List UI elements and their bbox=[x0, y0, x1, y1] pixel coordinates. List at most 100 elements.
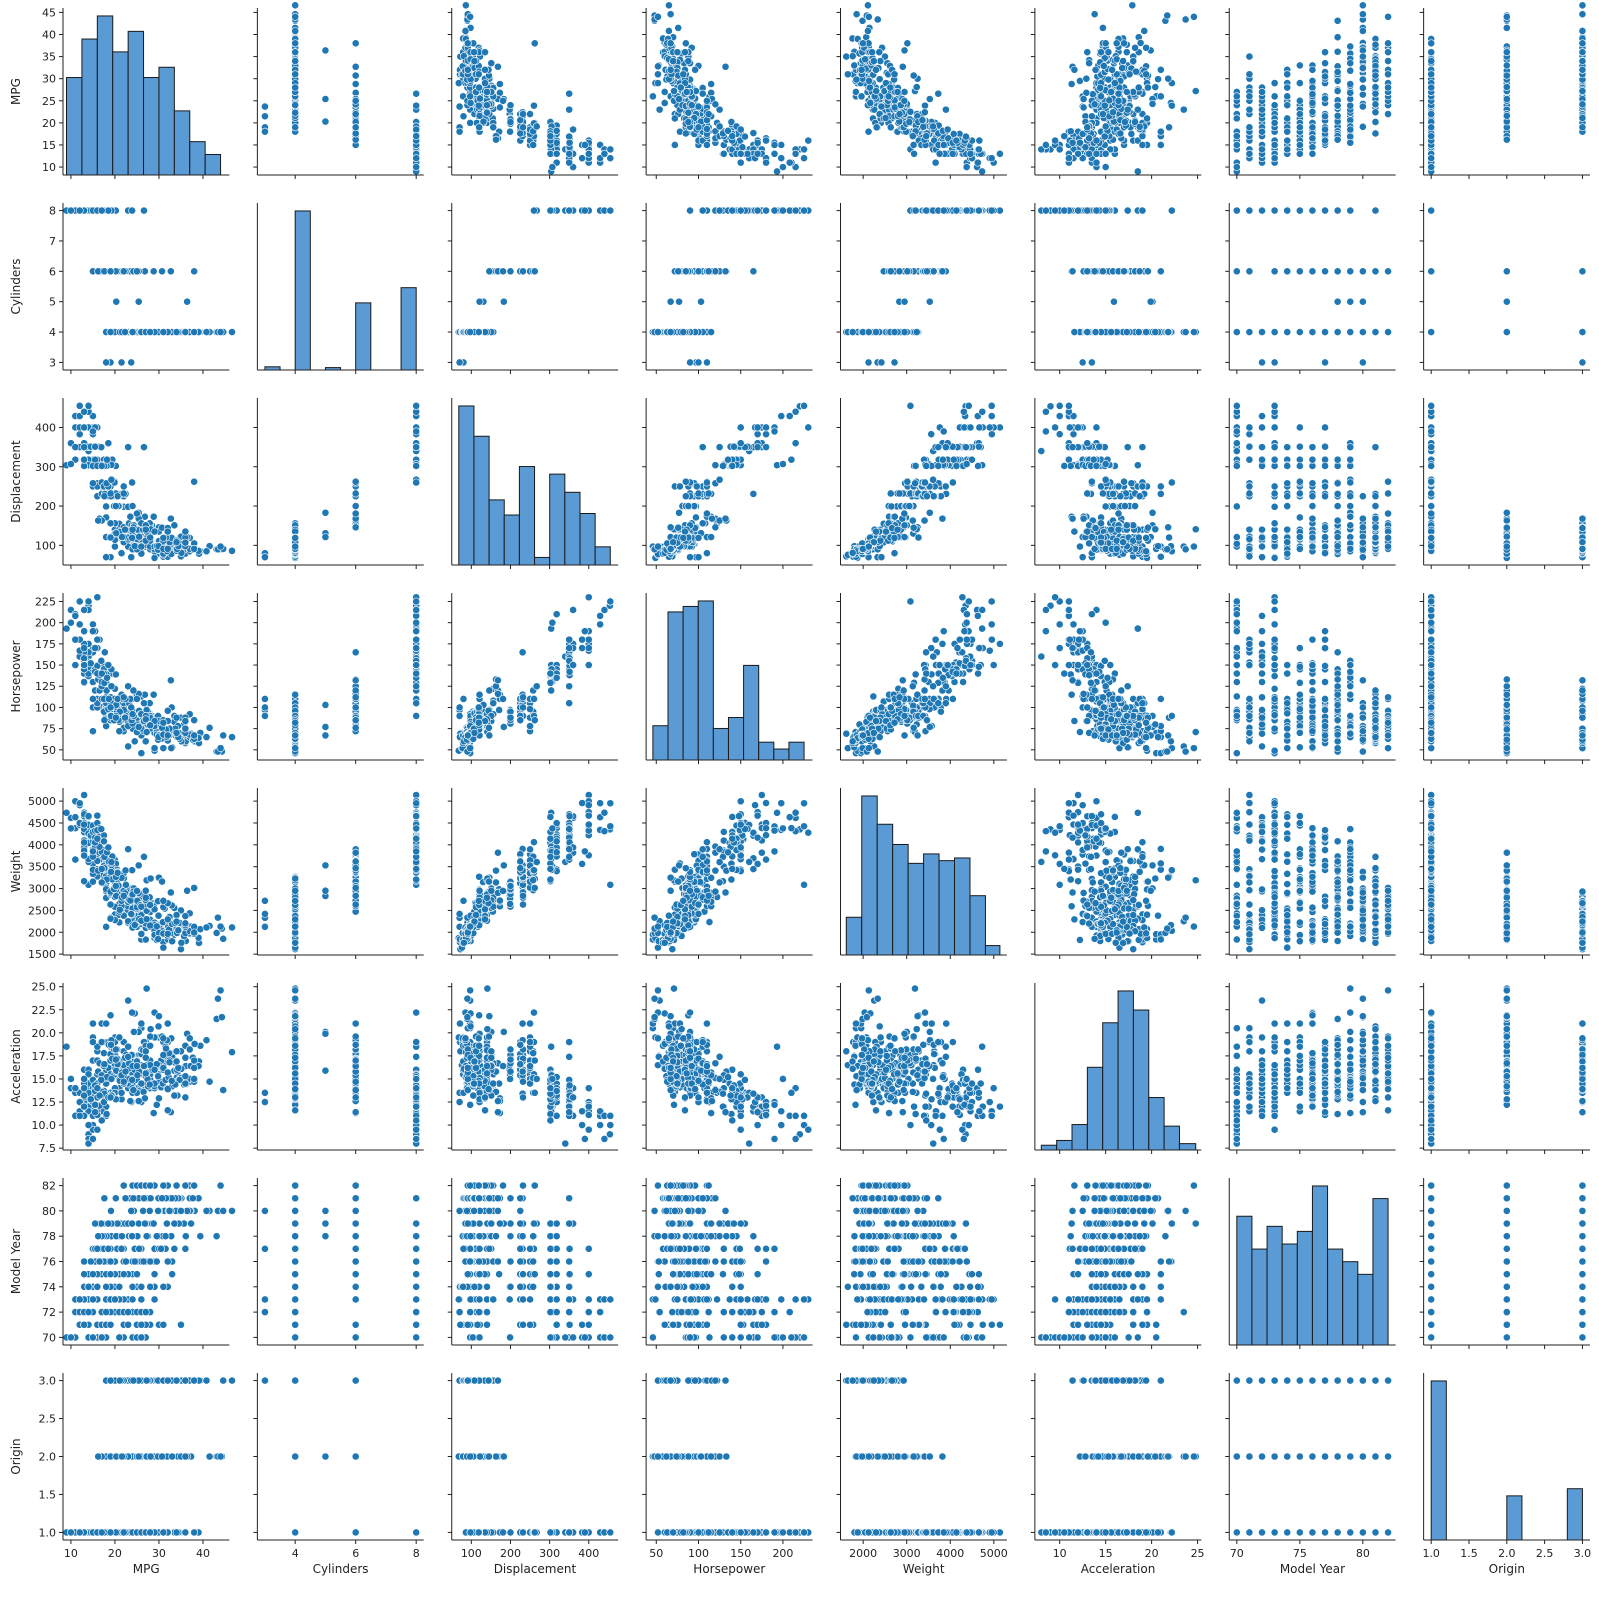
point-mpg-vs-horsepower-381 bbox=[703, 97, 710, 104]
point-mpg-vs-acceleration-380 bbox=[1113, 40, 1120, 47]
point-mpg-vs-acceleration-153 bbox=[1157, 141, 1164, 148]
point-mpg-vs-horsepower-376 bbox=[674, 49, 681, 56]
y-tick-label: 30 bbox=[42, 73, 56, 86]
point-mpg-vs-horsepower-386 bbox=[681, 49, 688, 56]
point-mpg-vs-cylinders-356 bbox=[352, 72, 359, 79]
point-mpg-vs-acceleration-382 bbox=[1120, 40, 1127, 47]
point-mpg-vs-acceleration-290 bbox=[1102, 123, 1109, 130]
point-mpg-vs-weight-379 bbox=[858, 66, 865, 73]
point-mpg-vs-acceleration-328 bbox=[1091, 11, 1098, 18]
point-mpg-vs-acceleration-286 bbox=[1086, 135, 1093, 142]
point-mpg-vs-acceleration-297 bbox=[1124, 106, 1131, 113]
point-mpg-vs-displacement-390 bbox=[481, 66, 488, 73]
point-mpg-vs-cylinders-395 bbox=[413, 163, 420, 170]
point-mpg-vs-acceleration-371 bbox=[1131, 44, 1138, 51]
point-mpg-vs-acceleration-307 bbox=[1086, 60, 1093, 67]
point-mpg-vs-model-year-55 bbox=[1246, 93, 1253, 100]
point-mpg-vs-acceleration-323 bbox=[1141, 27, 1148, 34]
point-mpg-vs-model-year-330 bbox=[1359, 76, 1366, 83]
point-mpg-vs-displacement-377 bbox=[471, 57, 478, 64]
point-mpg-vs-cylinders-377 bbox=[292, 57, 299, 64]
point-mpg-vs-weight-396 bbox=[940, 141, 947, 148]
point-mpg-vs-horsepower-69 bbox=[771, 150, 778, 157]
point-mpg-vs-model-year-359 bbox=[1372, 109, 1379, 116]
point-mpg-vs-acceleration-370 bbox=[1105, 49, 1112, 56]
point-mpg-vs-acceleration-229 bbox=[1069, 139, 1076, 146]
point-mpg-vs-horsepower-379 bbox=[667, 66, 674, 73]
point-mpg-vs-cylinders-332 bbox=[261, 103, 268, 110]
point-mpg-vs-model-year-291 bbox=[1347, 126, 1354, 133]
point-mpg-vs-horsepower-58 bbox=[656, 106, 663, 113]
point-mpg-vs-acceleration-208 bbox=[1165, 124, 1172, 131]
point-mpg-vs-model-year-398 bbox=[1246, 124, 1253, 131]
point-mpg-vs-horsepower-102 bbox=[737, 159, 744, 166]
point-mpg-vs-model-year-211 bbox=[1309, 135, 1316, 142]
cell-mpg-vs-displacement bbox=[448, 2, 618, 179]
point-mpg-vs-horsepower-89 bbox=[778, 155, 785, 162]
point-mpg-vs-model-year-345 bbox=[1372, 41, 1379, 48]
cell-mpg-vs-model-year bbox=[1225, 2, 1395, 179]
point-mpg-vs-cylinders-394 bbox=[413, 155, 420, 162]
point-mpg-vs-weight-288 bbox=[962, 133, 969, 140]
point-mpg-vs-cylinders-386 bbox=[292, 49, 299, 56]
point-mpg-vs-horsepower-382 bbox=[682, 40, 689, 47]
point-mpg-vs-weight-398 bbox=[887, 124, 894, 131]
point-mpg-vs-acceleration-322 bbox=[1097, 84, 1104, 91]
point-mpg-vs-model-year-305 bbox=[1347, 80, 1354, 87]
point-mpg-vs-displacement-332 bbox=[456, 103, 463, 110]
point-mpg-vs-model-year-247 bbox=[1334, 48, 1341, 55]
point-mpg-vs-weight-376 bbox=[868, 49, 875, 56]
point-mpg-vs-model-year-394 bbox=[1271, 155, 1278, 162]
point-mpg-vs-weight-382 bbox=[904, 40, 911, 47]
point-mpg-vs-weight-43 bbox=[996, 150, 1003, 157]
point-mpg-vs-weight-204 bbox=[866, 84, 873, 91]
point-mpg-vs-acceleration-358 bbox=[1091, 101, 1098, 108]
point-mpg-vs-weight-212 bbox=[949, 150, 956, 157]
point-mpg-vs-displacement-291 bbox=[570, 126, 577, 133]
point-mpg-vs-model-year-328 bbox=[1359, 11, 1366, 18]
point-mpg-vs-displacement-305 bbox=[496, 80, 503, 87]
point-mpg-vs-model-year-178 bbox=[1296, 110, 1303, 117]
hist-bar-mpg-0 bbox=[67, 78, 82, 175]
point-mpg-vs-model-year-377 bbox=[1384, 57, 1391, 64]
point-mpg-vs-model-year-276 bbox=[1334, 136, 1341, 143]
cell-mpg-vs-weight bbox=[837, 2, 1007, 179]
point-mpg-vs-horsepower-394 bbox=[800, 155, 807, 162]
point-mpg-vs-model-year-116 bbox=[1271, 80, 1278, 87]
point-mpg-vs-weight-325 bbox=[874, 16, 881, 23]
point-mpg-vs-acceleration-298 bbox=[1192, 87, 1199, 94]
point-mpg-vs-horsepower-296 bbox=[675, 95, 682, 102]
point-mpg-vs-displacement-379 bbox=[464, 66, 471, 73]
point-mpg-vs-displacement-242 bbox=[460, 113, 467, 120]
point-mpg-vs-weight-283 bbox=[919, 117, 926, 124]
point-mpg-vs-cylinders-291 bbox=[413, 126, 420, 133]
point-mpg-vs-acceleration-355 bbox=[1152, 83, 1159, 90]
point-mpg-vs-horsepower-115 bbox=[805, 137, 812, 144]
point-mpg-vs-cylinders-369 bbox=[292, 102, 299, 109]
point-mpg-vs-acceleration-361 bbox=[1121, 118, 1128, 125]
point-mpg-vs-model-year-321 bbox=[1359, 2, 1366, 9]
point-mpg-vs-cylinders-360 bbox=[413, 90, 420, 97]
point-mpg-vs-model-year-83 bbox=[1258, 88, 1265, 95]
hist-bar-mpg-5 bbox=[144, 78, 159, 175]
point-mpg-vs-horsepower-396 bbox=[771, 141, 778, 148]
point-mpg-vs-displacement-161 bbox=[530, 141, 537, 148]
point-mpg-vs-model-year-358 bbox=[1372, 101, 1379, 108]
point-mpg-vs-model-year-75 bbox=[1258, 128, 1265, 135]
point-mpg-vs-displacement-116 bbox=[455, 80, 462, 87]
point-mpg-vs-acceleration-108 bbox=[1143, 115, 1150, 122]
point-mpg-vs-weight-331 bbox=[899, 63, 906, 70]
point-mpg-vs-horsepower-229 bbox=[754, 139, 761, 146]
point-mpg-vs-displacement-110 bbox=[456, 128, 463, 135]
point-mpg-vs-displacement-331 bbox=[494, 63, 501, 70]
cell-mpg-vs-cylinders bbox=[253, 2, 423, 179]
point-mpg-vs-model-year-303 bbox=[1347, 43, 1354, 50]
point-mpg-vs-weight-355 bbox=[913, 83, 920, 90]
point-mpg-vs-cylinders-242 bbox=[261, 113, 268, 120]
point-mpg-vs-weight-380 bbox=[859, 40, 866, 47]
point-mpg-vs-displacement-376 bbox=[470, 49, 477, 56]
y-tick-label: 25 bbox=[42, 95, 56, 108]
point-mpg-vs-model-year-53 bbox=[1246, 53, 1253, 60]
point-mpg-vs-acceleration-263 bbox=[1067, 128, 1074, 135]
